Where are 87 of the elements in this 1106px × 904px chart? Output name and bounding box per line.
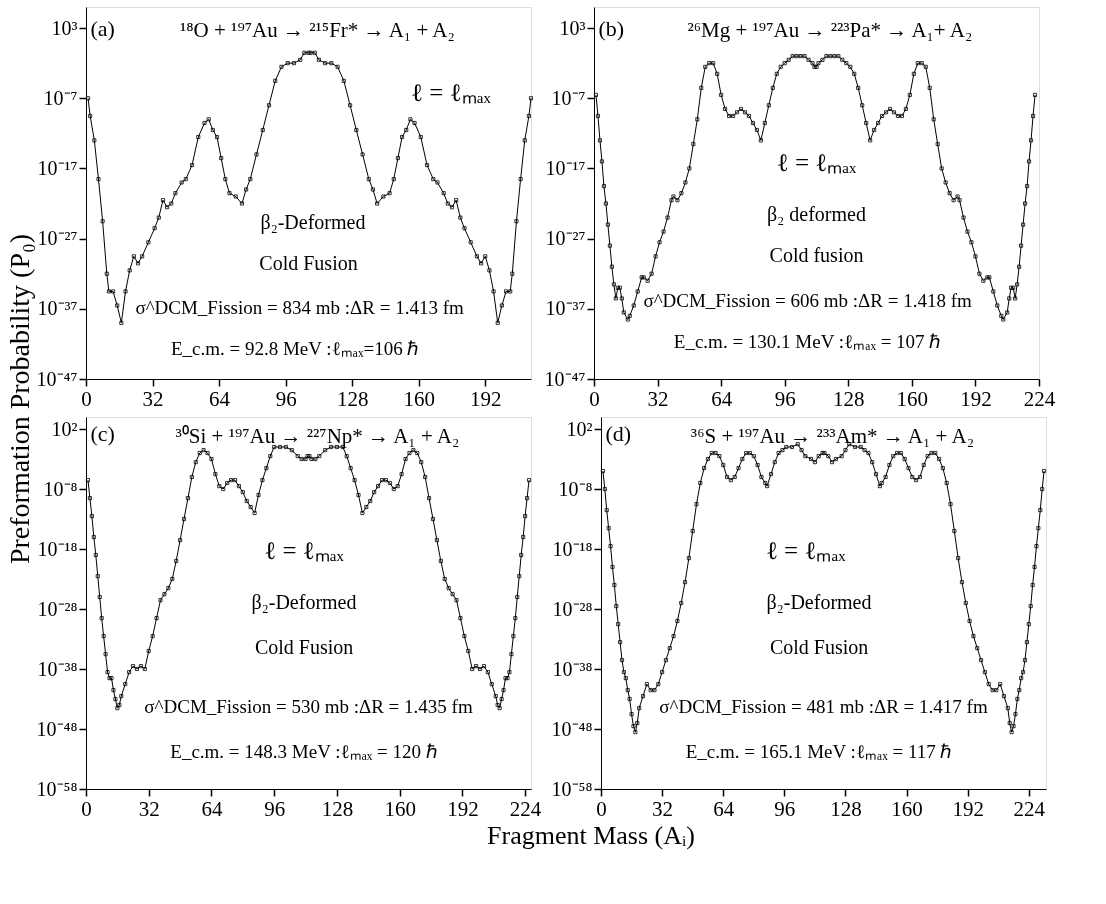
x-tick-label: 96 [264,796,286,821]
y-tick-label: 10⁻²⁷ [37,227,78,250]
annotation: β₂-Deformed [260,210,366,234]
annotation: ¹⁸O + ¹⁹⁷Au → ²¹⁵Fr* → A₁ + A₂ [179,18,455,43]
y-tick-label: 10⁻⁸ [558,477,593,500]
annotation: σ^DCM_Fission = 530 mb :ΔR = 1.435 fm [144,696,473,718]
x-tick-label: 192 [952,796,984,821]
annotation: Cold Fusion [254,635,354,658]
x-tick-label: 160 [384,796,416,821]
x-tick-label: 64 [209,386,231,411]
annotation: σ^DCM_Fission = 834 mb :ΔR = 1.413 fm [135,297,464,319]
y-tick-label: 10⁻⁷ [43,86,78,109]
annotation: ℓ = ℓₘₐₓ [776,149,858,177]
y-tick-label: 10⁻¹⁷ [545,156,586,179]
x-tick-label: 32 [138,796,160,821]
x-tick-label: 192 [447,796,479,821]
x-tick-label: 96 [275,386,297,411]
x-axis-title: Fragment Mass (Aᵢ) [487,821,695,850]
y-tick-label: 10³ [51,16,78,39]
annotation: ℓ = ℓₘₐₓ [765,536,847,564]
annotation: E_c.m. = 148.3 MeV :ℓₘₐₓ = 120 ℏ [170,740,438,762]
y-tick-label: 10⁻⁴⁸ [36,717,78,740]
x-tick-label: 160 [891,796,923,821]
x-tick-label: 128 [321,796,354,821]
annotation: Cold fusion [769,244,864,267]
y-tick-label: 10⁻¹⁸ [552,537,593,560]
annotation: ³⁰Si + ¹⁹⁷Au → ²²⁷Np* → A₁ + A₂ [175,424,460,449]
annotation: β₂-Deformed [766,591,872,614]
x-tick-label: 64 [711,386,733,411]
x-tick-label: 0 [589,386,600,411]
y-axis-title: Preformation Probability (P₀) [4,233,35,565]
x-tick-label: 32 [142,386,164,411]
y-tick-label: 10⁻³⁸ [552,657,593,680]
y-tick-label: 10⁻²⁸ [552,597,593,620]
x-tick-label: 224 [1023,386,1056,411]
y-tick-label: 10⁻³⁸ [37,657,78,680]
annotation: E_c.m. = 92.8 MeV :ℓₘₐₓ=106 ℏ [170,338,420,360]
annotation: Cold Fusion [769,635,869,658]
x-tick-label: 160 [896,386,929,411]
y-tick-label: 10³ [559,16,586,39]
annotation: σ^DCM_Fission = 481 mb :ΔR = 1.417 fm [659,696,988,718]
y-tick-label: 10² [51,417,78,440]
x-tick-label: 64 [713,796,735,821]
y-tick-label: 10⁻⁵⁸ [36,777,78,800]
x-tick-label: 0 [596,796,607,821]
x-tick-label: 64 [201,796,223,821]
annotation: σ^DCM_Fission = 606 mb :ΔR = 1.418 fm [643,289,972,311]
annotation: E_c.m. = 130.1 MeV :ℓₘₐₓ = 107 ℏ [673,330,942,352]
x-tick-label: 0 [81,386,92,411]
x-tick-label: 96 [774,386,796,411]
y-tick-label: 10⁻⁴⁷ [544,367,586,390]
y-tick-label: 10⁻²⁷ [545,227,586,250]
x-tick-label: 128 [833,386,865,411]
y-tick-label: 10⁻³⁷ [37,297,78,320]
y-tick-label: 10⁻³⁷ [545,297,586,320]
x-tick-label: 224 [1013,796,1046,821]
y-tick-label: 10⁻²⁸ [37,597,78,620]
x-tick-label: 160 [403,386,435,411]
y-tick-label: 10⁻⁸ [43,477,78,500]
annotation: E_c.m. = 165.1 MeV :ℓₘₐₓ = 117 ℏ [685,740,953,762]
x-tick-label: 32 [647,386,669,411]
annotation: (c) [90,420,115,446]
x-tick-label: 96 [774,796,796,821]
x-tick-label: 192 [960,386,992,411]
y-tick-label: 10⁻¹⁸ [37,537,78,560]
y-tick-label: 10⁻⁴⁸ [551,717,593,740]
y-tick-label: 10⁻⁵⁸ [551,777,593,800]
y-tick-label: 10² [566,417,593,440]
annotation: (a) [90,16,115,42]
annotation: β₂-Deformed [251,591,357,614]
annotation: ℓ = ℓₘₐₓ [411,78,492,106]
annotation: ℓ = ℓₘₐₓ [264,536,345,564]
y-tick-label: 10⁻¹⁷ [37,156,78,179]
x-tick-label: 0 [81,796,92,821]
annotation: Cold Fusion [259,251,358,274]
annotation: ²⁶Mg + ¹⁹⁷Au → ²²³Pa* → A₁+ A₂ [687,18,973,43]
x-tick-label: 192 [470,386,502,411]
y-tick-label: 10⁻⁴⁷ [36,367,78,390]
x-tick-label: 128 [830,796,862,821]
x-tick-label: 32 [652,796,674,821]
annotation: (d) [605,420,632,446]
annotation: ³⁶S + ¹⁹⁷Au → ²³³Am* → A₁ + A₂ [690,424,974,449]
x-tick-label: 224 [509,796,542,821]
x-tick-label: 128 [336,386,369,411]
y-tick-label: 10⁻⁷ [551,86,586,109]
annotation: β₂ deformed [767,203,866,227]
annotation: (b) [598,16,625,42]
